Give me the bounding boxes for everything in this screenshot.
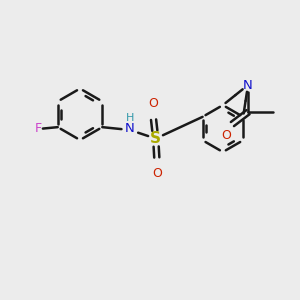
Text: N: N (243, 79, 253, 92)
Text: O: O (148, 97, 158, 110)
Text: O: O (221, 129, 231, 142)
Text: N: N (125, 122, 135, 135)
Text: S: S (150, 131, 161, 146)
Text: O: O (152, 167, 162, 180)
Text: H: H (126, 113, 134, 123)
Text: F: F (34, 122, 41, 135)
